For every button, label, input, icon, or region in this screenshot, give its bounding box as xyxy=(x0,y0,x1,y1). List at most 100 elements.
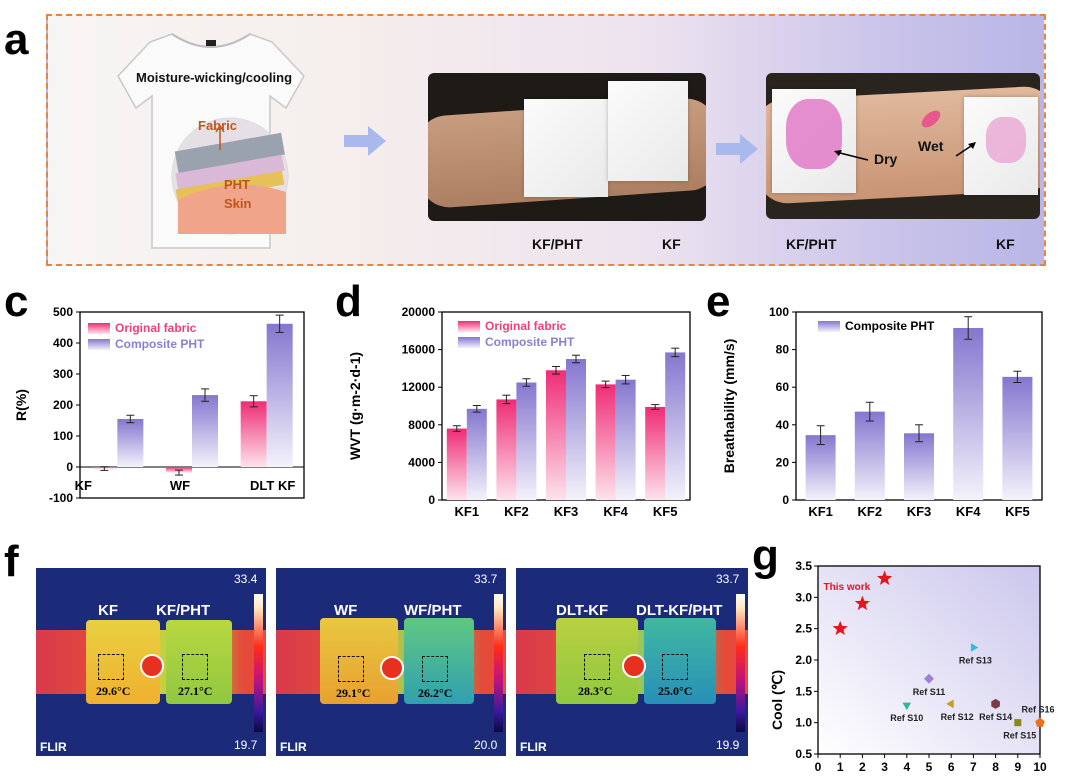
y-tick-label: 2.5 xyxy=(795,622,812,636)
pad-kf xyxy=(608,81,688,181)
legend-label: Composite PHT xyxy=(845,319,935,333)
y-tick-label: 20000 xyxy=(402,305,436,319)
x-tick-label: 5 xyxy=(926,760,933,774)
arrow-wet-icon xyxy=(955,142,976,157)
y-tick-label: 80 xyxy=(776,343,790,357)
thermal-1-left-label: KF xyxy=(98,602,118,619)
legend-swatch xyxy=(458,321,480,332)
thermal-3-temp-right: 25.0°C xyxy=(658,684,693,698)
label-skin: Skin xyxy=(224,196,252,211)
chart-e: 0 20 40 60 80 100 Breathability (mm/s) KF1 KF2 KF… xyxy=(721,305,1043,519)
bar-KF3-1 xyxy=(566,359,586,500)
thermal-image-3: DLT-KF DLT-KF/PHT 28.3°C 25.0°C 33.7 19.… xyxy=(516,568,748,756)
point-ref-s10 xyxy=(902,702,912,711)
bar-KF1-0 xyxy=(805,435,836,500)
x-tick-label: KF1 xyxy=(808,504,833,519)
x-tick-label: KF5 xyxy=(1005,504,1030,519)
label-fabric: Fabric xyxy=(198,118,238,133)
photo-after xyxy=(766,73,1040,219)
y-tick-label: 4000 xyxy=(408,455,435,469)
y-tick-label: 300 xyxy=(53,367,73,381)
bar-KF-1 xyxy=(117,418,144,467)
tshirt-illustration xyxy=(117,33,305,249)
legend-swatch xyxy=(818,321,840,332)
flir-logo: FLIR xyxy=(280,740,307,754)
x-tick-label: WF xyxy=(170,478,190,493)
bar-WF-1 xyxy=(192,395,218,467)
y-tick-label: 0 xyxy=(782,493,789,507)
panel-label-g: g xyxy=(752,531,779,580)
legend-label: Original fabric xyxy=(115,321,197,335)
y-tick-label: 8000 xyxy=(408,418,435,432)
thermal-1-temp-left: 29.6°C xyxy=(96,684,131,698)
point-ref-s14 xyxy=(991,698,1000,709)
bar-KF4-1 xyxy=(615,379,636,500)
y-tick-label: 20 xyxy=(776,455,790,469)
point-ref-s13 xyxy=(970,643,979,652)
thermal-2-min: 20.0 xyxy=(474,738,498,752)
y-tick-label: 12000 xyxy=(402,380,436,394)
thermal-1-colorbar xyxy=(254,594,263,732)
y-tick-label: 500 xyxy=(53,305,73,319)
thermal-image-1: KF KF/PHT 29.6°C 27.1°C 33.4 19.7 FLIR xyxy=(36,568,266,756)
x-tick-label: 10 xyxy=(1033,760,1047,774)
chart-c: -100 0 100 200 300 400 500 R(%) KF WF DLT KF Origin… xyxy=(13,305,305,505)
thermal-2-right-label: WF/PHT xyxy=(404,602,462,619)
y-tick-label: 100 xyxy=(769,305,789,319)
point-ref-s16 xyxy=(1035,717,1045,727)
y-tick-label: 0 xyxy=(428,493,435,507)
caption-b3: KF/PHT xyxy=(786,236,837,252)
point-this-work xyxy=(877,570,893,585)
thermal-2-temp-right: 26.2°C xyxy=(418,686,453,700)
caption-b2: KF xyxy=(662,236,681,252)
bar-KF5-1 xyxy=(665,352,686,500)
chart-g: 0.5 1.0 1.5 2.0 2.5 3.0 3.5 0 1 2 3 4 5 6 7 8 9 10 Cool (℃… xyxy=(769,559,1055,774)
y-tick-label: 0 xyxy=(66,460,73,474)
thermal-3-temp-left: 28.3°C xyxy=(578,684,613,698)
arrow-right-icon xyxy=(716,134,758,164)
bar-KF1-0 xyxy=(446,428,467,500)
legend-swatch xyxy=(458,337,480,348)
panel-label-e: e xyxy=(706,277,731,326)
x-tick-label: 2 xyxy=(859,760,866,774)
x-tick-label: 8 xyxy=(992,760,999,774)
bar-KF5-0 xyxy=(645,406,666,500)
point-ref-s15 xyxy=(1014,719,1022,727)
bar-KF4-0 xyxy=(953,327,984,500)
y-tick-label: 400 xyxy=(53,336,73,350)
y-tick-label: 16000 xyxy=(402,343,436,357)
legend-swatch xyxy=(88,339,110,350)
plot-frame xyxy=(817,565,1041,755)
x-tick-label: DLT KF xyxy=(250,478,295,493)
bar-DLT KF-0 xyxy=(240,401,267,467)
y-tick-label: 60 xyxy=(776,380,790,394)
flir-logo: FLIR xyxy=(520,740,547,754)
y-tick-label: 0.5 xyxy=(795,747,812,761)
y-tick-label: 3.0 xyxy=(795,590,812,604)
y-axis-label: Breathability (mm/s) xyxy=(721,339,737,474)
bar-KF5-0 xyxy=(1002,376,1033,500)
point-label: Ref S15 xyxy=(1003,731,1036,741)
panel-label-c: c xyxy=(4,277,29,326)
tshirt-title: Moisture-wicking/cooling xyxy=(136,70,293,85)
x-tick-label: 1 xyxy=(837,760,844,774)
thermal-3-left-label: DLT-KF xyxy=(556,602,609,619)
x-tick-label: KF2 xyxy=(858,504,883,519)
x-tick-label: KF3 xyxy=(907,504,932,519)
flir-logo: FLIR xyxy=(40,740,67,754)
panel-label-a: a xyxy=(4,15,29,64)
y-tick-label: 1.0 xyxy=(795,716,812,730)
point-this-work xyxy=(832,620,848,636)
pad-kf-pht-dry xyxy=(772,89,856,193)
y-tick-label: -100 xyxy=(49,491,73,505)
x-tick-label: 9 xyxy=(1014,760,1021,774)
thermal-3-right-label: DLT-KF/PHT xyxy=(636,602,723,619)
point-ref-s12 xyxy=(946,699,954,709)
caption-b4: KF xyxy=(996,236,1015,252)
bar-DLT KF-1 xyxy=(266,323,293,467)
label-pht: PHT xyxy=(224,177,250,192)
point-ref-s11 xyxy=(924,673,934,684)
thermal-3-min: 19.9 xyxy=(716,738,740,752)
bar-KF4-0 xyxy=(595,384,616,500)
point-this-work xyxy=(854,595,870,611)
